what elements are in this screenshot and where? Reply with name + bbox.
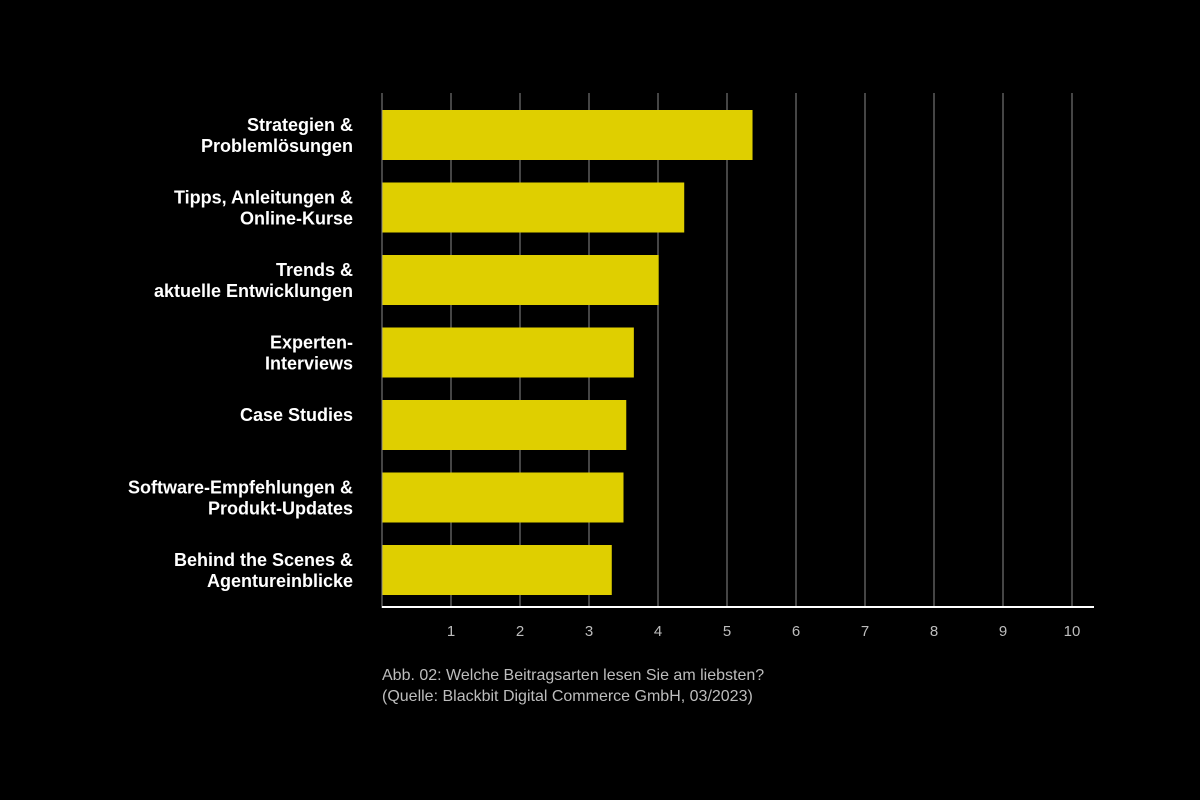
x-tick-label: 9	[999, 623, 1007, 640]
category-labels: Strategien & Problemlösungen Tipps, Anleit…	[128, 115, 353, 591]
category-label-line: Trends &	[276, 260, 353, 280]
category-label: Tipps, Anleitungen & Online-Kurse	[174, 188, 353, 229]
caption-title: Abb. 02: Welche Beitragsarten lesen Sie …	[382, 667, 765, 684]
bar-2	[382, 255, 659, 305]
x-tick-labels: 1 2 3 4 5 6 7 8 9 10	[447, 623, 1081, 640]
category-label-line: Experten-	[270, 333, 353, 353]
bar-4	[382, 400, 627, 450]
bar-5	[382, 472, 624, 523]
category-label-line: Agentureinblicke	[207, 571, 353, 591]
x-tick-label: 6	[792, 623, 800, 640]
category-label-line: Interviews	[265, 354, 353, 374]
x-tick-label: 7	[861, 623, 869, 640]
category-label-line: Online-Kurse	[240, 209, 353, 229]
x-tick-label: 8	[930, 623, 938, 640]
category-label-line: Case Studies	[240, 405, 353, 425]
x-tick-label: 1	[447, 623, 455, 640]
bar-0	[382, 110, 753, 160]
bar-1	[382, 182, 685, 233]
category-label: Software-Empfehlungen & Produkt-Updates	[128, 478, 353, 519]
category-label-line: Strategien &	[247, 115, 353, 135]
x-tick-label: 3	[585, 623, 593, 640]
bars	[382, 110, 753, 595]
x-tick-label: 10	[1064, 623, 1081, 640]
category-label: Trends & aktuelle Entwicklungen	[154, 260, 353, 301]
category-label: Behind the Scenes & Agentureinblicke	[174, 550, 353, 591]
gridlines	[450, 93, 1073, 607]
x-tick-label: 5	[723, 623, 731, 640]
x-tick-label: 2	[516, 623, 524, 640]
category-label: Experten-Interviews	[265, 333, 353, 374]
bar-3	[382, 327, 634, 378]
category-label-line: Tipps, Anleitungen &	[174, 188, 353, 208]
category-label-line: aktuelle Entwicklungen	[154, 281, 353, 301]
axes	[381, 93, 1094, 608]
category-label-line: Behind the Scenes &	[174, 550, 353, 570]
category-label-line: Produkt-Updates	[208, 499, 353, 519]
category-label-line: Problemlösungen	[201, 136, 353, 156]
x-tick-label: 4	[654, 623, 662, 640]
figure-caption: Abb. 02: Welche Beitragsarten lesen Sie …	[382, 665, 764, 707]
bar-6	[382, 545, 612, 595]
category-label-line: Software-Empfehlungen &	[128, 478, 353, 498]
category-label: Case Studies	[240, 405, 353, 425]
category-label: Strategien & Problemlösungen	[201, 115, 353, 156]
caption-source: (Quelle: Blackbit Digital Commerce GmbH,…	[382, 688, 753, 705]
